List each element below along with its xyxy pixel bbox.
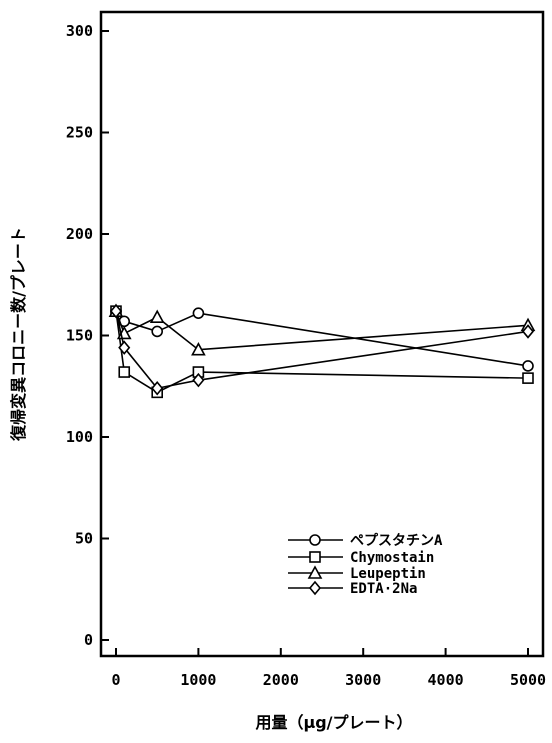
- legend-marker: [309, 551, 321, 563]
- y-tick-label: 200: [66, 225, 93, 243]
- y-tick-label: 50: [75, 530, 93, 548]
- data-point: [522, 372, 534, 384]
- series-line: [115, 311, 529, 394]
- data-point: [191, 342, 206, 356]
- series-diamond: [109, 303, 535, 396]
- data-point: [109, 303, 123, 319]
- legend-marker: [309, 534, 321, 546]
- data-point: [118, 340, 131, 355]
- data-point: [521, 324, 535, 339]
- legend-item: Leupeptin: [288, 565, 426, 582]
- y-tick-label: 150: [66, 327, 93, 345]
- legend-item: Chymostain: [288, 550, 434, 566]
- data-point: [151, 325, 163, 338]
- x-tick-label: 3000: [345, 671, 381, 689]
- data-point: [192, 372, 205, 388]
- legend-label: EDTA·2Na: [350, 581, 417, 597]
- y-tick-label: 250: [66, 124, 93, 142]
- x-tick-label: 1000: [180, 671, 216, 689]
- data-point: [192, 307, 205, 319]
- x-tick-label: 2000: [263, 671, 299, 689]
- legend-label: ペプスタチンA: [350, 533, 443, 549]
- data-point: [118, 366, 131, 378]
- y-tick-label: 0: [84, 631, 93, 649]
- y-axis-title: 復帰変異コロニー数/プレート: [9, 227, 28, 442]
- legend-label: Chymostain: [350, 550, 434, 566]
- x-axis-title: 用量（μg/プレート）: [255, 713, 412, 732]
- series-triangle: [108, 303, 536, 356]
- legend-label: Leupeptin: [350, 566, 426, 582]
- series-line: [115, 310, 529, 351]
- x-axis: 0 1000 2000 3000 4000 5000: [111, 648, 546, 689]
- data-point: [522, 360, 534, 372]
- y-axis: 0 50 100 150 200 250 300: [66, 22, 109, 649]
- x-tick-label: 0: [111, 671, 120, 689]
- legend-marker: [308, 580, 322, 596]
- legend-marker: [307, 565, 323, 579]
- data-point: [151, 381, 164, 396]
- x-tick-label: 4000: [428, 671, 464, 689]
- plot-frame: [99, 10, 545, 658]
- series-line: [115, 310, 529, 367]
- legend-item: ペプスタチンA: [288, 533, 443, 549]
- series-circle: [110, 305, 534, 372]
- data-point: [149, 309, 165, 324]
- y-tick-label: 300: [66, 22, 93, 40]
- legend-item: EDTA·2Na: [288, 580, 417, 597]
- series-square: [110, 305, 534, 399]
- series-layer: [108, 303, 536, 399]
- y-tick-label: 100: [66, 428, 93, 446]
- x-tick-label: 5000: [510, 671, 546, 689]
